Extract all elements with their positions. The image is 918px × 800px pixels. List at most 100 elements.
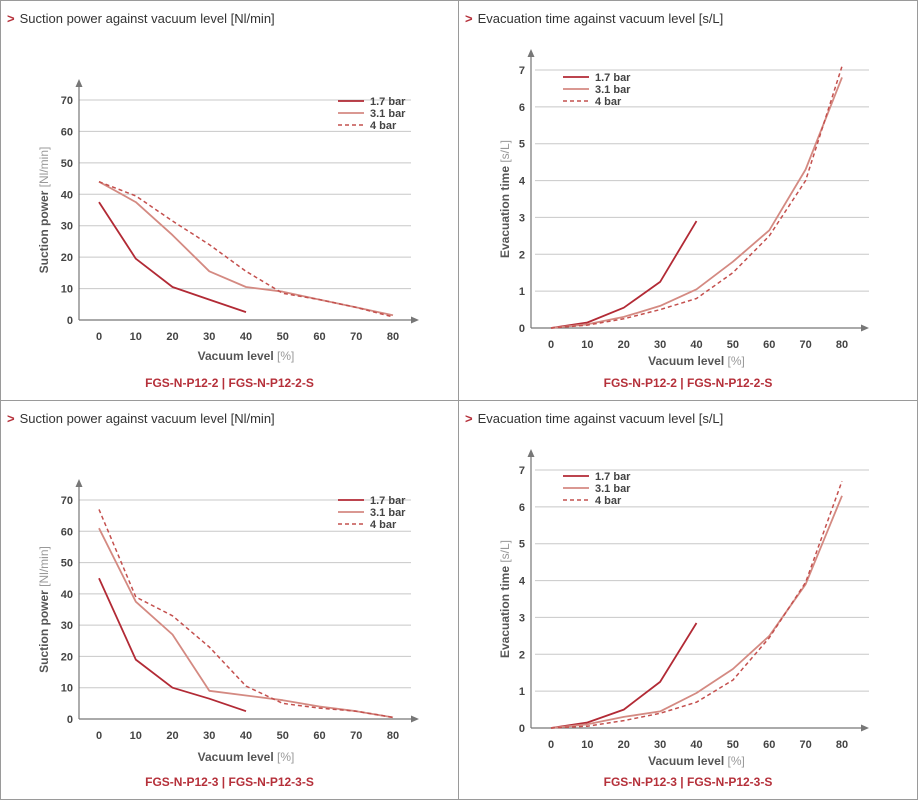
model-label: FGS-N-P12-2 | FGS-N-P12-2-S	[603, 376, 773, 390]
x-tick-label: 60	[763, 739, 775, 751]
x-axis-label: Vacuum level [%]	[198, 750, 295, 764]
series-line-4-bar	[98, 181, 394, 318]
series-line-3-1-bar	[550, 77, 843, 329]
x-tick-label: 30	[654, 739, 666, 751]
y-axis-label-text: Suction power	[37, 187, 51, 273]
panel-title-text: Evacuation time against vacuum level [s/…	[477, 11, 724, 26]
x-tick-label: 40	[690, 739, 702, 751]
x-tick-label: 30	[203, 331, 215, 343]
y-axis-label-text: Evacuation time	[498, 163, 512, 258]
y-tick-label: 70	[61, 95, 73, 107]
legend-label: 1.7 bar	[370, 495, 406, 507]
series-line-3-1-bar	[550, 495, 843, 729]
y-tick-label: 5	[519, 539, 525, 551]
x-axis-unit: [%]	[728, 354, 745, 368]
y-axis-label: Evacuation time [s/L]	[498, 140, 512, 258]
series-line-3-1-bar	[98, 180, 394, 317]
legend-label: 4 bar	[370, 120, 397, 132]
chart-panel-evacuation-p12-2: 0 1 2 3 4 5 6 7 0 10 20 30 40 50 60 70 80 Vacuum level [%…	[458, 0, 918, 401]
y-tick-label: 60	[61, 526, 73, 538]
legend-label: 3.1 bar	[595, 483, 631, 495]
chevron-right-icon: >	[7, 411, 15, 426]
y-tick-label: 0	[67, 714, 73, 726]
series-line-1-7-bar	[98, 201, 247, 313]
chart-panel-suction-p12-3: 0 10 20 30 40 50 60 70 0 10 20 30 40 50 60 70 80 Vacuum l…	[0, 400, 459, 800]
panel-title: > Evacuation time against vacuum level [s…	[465, 11, 723, 26]
x-tick-label: 30	[203, 730, 215, 742]
chart-panel-suction-p12-2: 0 10 20 30 40 50 60 70 0 10 20 30 40 50 60 70 80 Vacuum l…	[0, 0, 459, 401]
series-line-1-7-bar	[550, 622, 698, 729]
x-tick-label: 40	[690, 339, 702, 351]
series-line-3-1-bar	[98, 527, 394, 719]
x-axis-unit: [%]	[277, 349, 294, 363]
x-tick-label: 0	[96, 730, 102, 742]
x-axis-arrow-icon	[411, 316, 419, 324]
panel-title: > Evacuation time against vacuum level [s…	[465, 411, 723, 426]
x-tick-label: 0	[96, 331, 102, 343]
series-line-4-bar	[550, 66, 843, 329]
x-tick-label: 10	[130, 331, 142, 343]
x-tick-label: 80	[387, 331, 399, 343]
y-tick-label: 70	[61, 495, 73, 507]
y-axis-unit: [Nl/min]	[37, 147, 51, 188]
y-axis-label-text: Evacuation time	[498, 563, 512, 658]
x-tick-label: 20	[618, 739, 630, 751]
x-tick-label: 10	[581, 339, 593, 351]
x-tick-label: 20	[618, 339, 630, 351]
x-tick-label: 40	[240, 331, 252, 343]
y-tick-label: 0	[67, 315, 73, 327]
x-tick-label: 50	[277, 730, 289, 742]
legend-label: 1.7 bar	[370, 96, 406, 108]
x-axis-unit: [%]	[728, 754, 745, 768]
model-label: FGS-N-P12-2 | FGS-N-P12-2-S	[145, 376, 314, 390]
legend-label: 3.1 bar	[370, 507, 406, 519]
chevron-right-icon: >	[465, 11, 473, 26]
x-tick-label: 80	[836, 339, 848, 351]
model-label: FGS-N-P12-3 | FGS-N-P12-3-S	[603, 775, 773, 789]
x-axis-label: Vacuum level [%]	[648, 754, 745, 768]
y-axis-unit: [Nl/min]	[37, 546, 51, 587]
y-tick-label: 10	[61, 284, 73, 296]
legend-label: 1.7 bar	[595, 471, 631, 483]
legend-label: 3.1 bar	[370, 108, 406, 120]
x-axis-label-text: Vacuum level	[198, 750, 277, 764]
panel-title-text: Suction power against vacuum level [Nl/m…	[19, 11, 275, 26]
legend-label: 4 bar	[595, 495, 622, 507]
y-tick-label: 20	[61, 651, 73, 663]
y-tick-label: 6	[519, 102, 525, 114]
panel-title: > Suction power against vacuum level [Nl/…	[7, 411, 275, 426]
y-tick-label: 2	[519, 649, 525, 661]
x-axis-arrow-icon	[411, 715, 419, 723]
y-axis-arrow-icon	[75, 479, 83, 487]
x-tick-label: 50	[277, 331, 289, 343]
y-tick-label: 0	[519, 323, 525, 335]
y-tick-label: 30	[61, 221, 73, 233]
x-tick-label: 70	[350, 730, 362, 742]
series-line-4-bar	[98, 509, 394, 719]
x-tick-label: 70	[350, 331, 362, 343]
legend-label: 3.1 bar	[595, 84, 631, 96]
x-tick-label: 30	[654, 339, 666, 351]
y-axis-label: Suction power [Nl/min]	[37, 147, 51, 274]
legend-label: 1.7 bar	[595, 72, 631, 84]
x-tick-label: 70	[800, 739, 812, 751]
y-tick-label: 6	[519, 502, 525, 514]
y-tick-label: 60	[61, 126, 73, 138]
x-tick-label: 0	[548, 339, 554, 351]
y-tick-label: 5	[519, 139, 525, 151]
x-axis-label-text: Vacuum level	[648, 754, 727, 768]
x-axis-label-text: Vacuum level	[198, 349, 277, 363]
y-tick-label: 4	[519, 176, 526, 188]
x-tick-label: 60	[313, 331, 325, 343]
y-tick-label: 7	[519, 465, 525, 477]
y-axis-arrow-icon	[75, 79, 83, 87]
model-label: FGS-N-P12-3 | FGS-N-P12-3-S	[145, 775, 314, 789]
panel-title: > Suction power against vacuum level [Nl/…	[7, 11, 275, 26]
y-axis-unit: [s/L]	[498, 540, 512, 563]
y-tick-label: 1	[519, 286, 525, 298]
x-axis-unit: [%]	[277, 750, 294, 764]
x-tick-label: 10	[581, 739, 593, 751]
x-tick-label: 70	[800, 339, 812, 351]
y-tick-label: 40	[61, 189, 73, 201]
